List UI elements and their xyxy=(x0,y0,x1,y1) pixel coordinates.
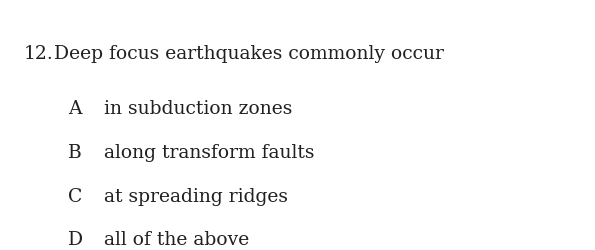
Text: at spreading ridges: at spreading ridges xyxy=(104,188,288,206)
Text: B: B xyxy=(68,144,82,162)
Text: C: C xyxy=(68,188,83,206)
Text: D: D xyxy=(68,231,83,249)
Text: along transform faults: along transform faults xyxy=(104,144,315,162)
Text: in subduction zones: in subduction zones xyxy=(104,100,293,118)
Text: 12.: 12. xyxy=(24,45,54,63)
Text: Deep focus earthquakes commonly occur: Deep focus earthquakes commonly occur xyxy=(54,45,443,63)
Text: A: A xyxy=(68,100,82,118)
Text: all of the above: all of the above xyxy=(104,231,249,249)
